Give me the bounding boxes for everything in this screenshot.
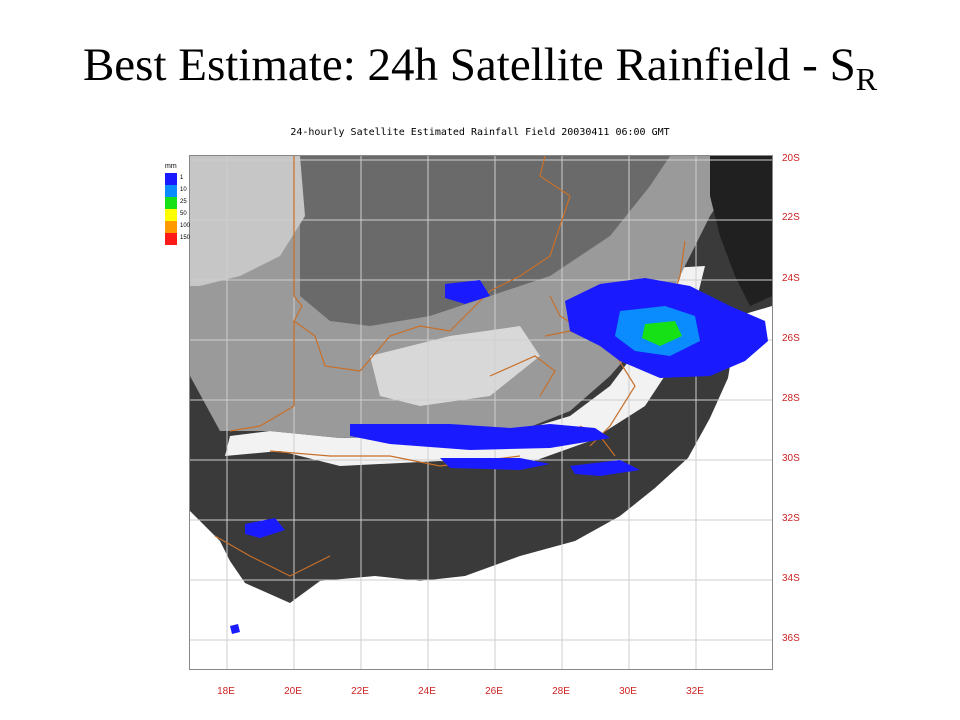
legend-unit: mm [165,163,177,170]
lat-label: 22S [782,212,800,223]
slide-title-text: Best Estimate: 24h Satellite Rainfield -… [82,39,856,91]
legend-label: 100 [180,223,191,229]
legend-label: 50 [180,211,187,217]
lon-label: 28E [552,686,570,697]
legend-swatch [165,185,177,197]
legend-swatch [165,173,177,185]
legend-swatch [165,221,177,233]
legend-swatch [165,233,177,245]
rain-patch-north [445,280,490,304]
lat-label: 24S [782,273,800,284]
lat-label: 36S [782,633,800,644]
rain-band-south [440,458,550,470]
lon-label: 26E [485,686,503,697]
rain-patch-cape [245,518,285,538]
central-light-zone [370,326,540,406]
rain-patch-ocean [230,624,240,634]
legend-swatch [165,197,177,209]
lat-label: 26S [782,333,800,344]
lat-label: 20S [782,153,800,164]
lat-label: 32S [782,513,800,524]
rainfall-map [189,155,773,670]
lat-label: 34S [782,573,800,584]
slide-title-subscript: R [855,61,878,97]
rain-peak-east [642,321,682,346]
rain-band-central [350,424,610,450]
lat-label: 30S [782,453,800,464]
legend-label: 25 [180,199,187,205]
lon-label: 18E [217,686,235,697]
northern-interior [300,156,670,326]
eastern-escarpment [710,156,772,306]
map-caption: 24-hourly Satellite Estimated Rainfall F… [290,127,670,138]
legend-swatch [165,209,177,221]
rainfall-map-canvas [190,156,772,669]
slide-title: Best Estimate: 24h Satellite Rainfield -… [0,38,960,98]
lon-label: 20E [284,686,302,697]
northwest-desert [190,156,305,286]
rain-band-southeast [570,460,640,476]
legend-label: 150 [180,235,191,241]
lat-label: 28S [782,393,800,404]
coordinate-grid [190,156,772,669]
rainfall-areas [230,278,768,634]
lon-label: 22E [351,686,369,697]
legend-label: 10 [180,187,187,193]
legend-label: 1 [180,175,184,181]
lon-label: 30E [619,686,637,697]
lon-label: 24E [418,686,436,697]
lon-label: 32E [686,686,704,697]
escarpment [225,266,705,466]
